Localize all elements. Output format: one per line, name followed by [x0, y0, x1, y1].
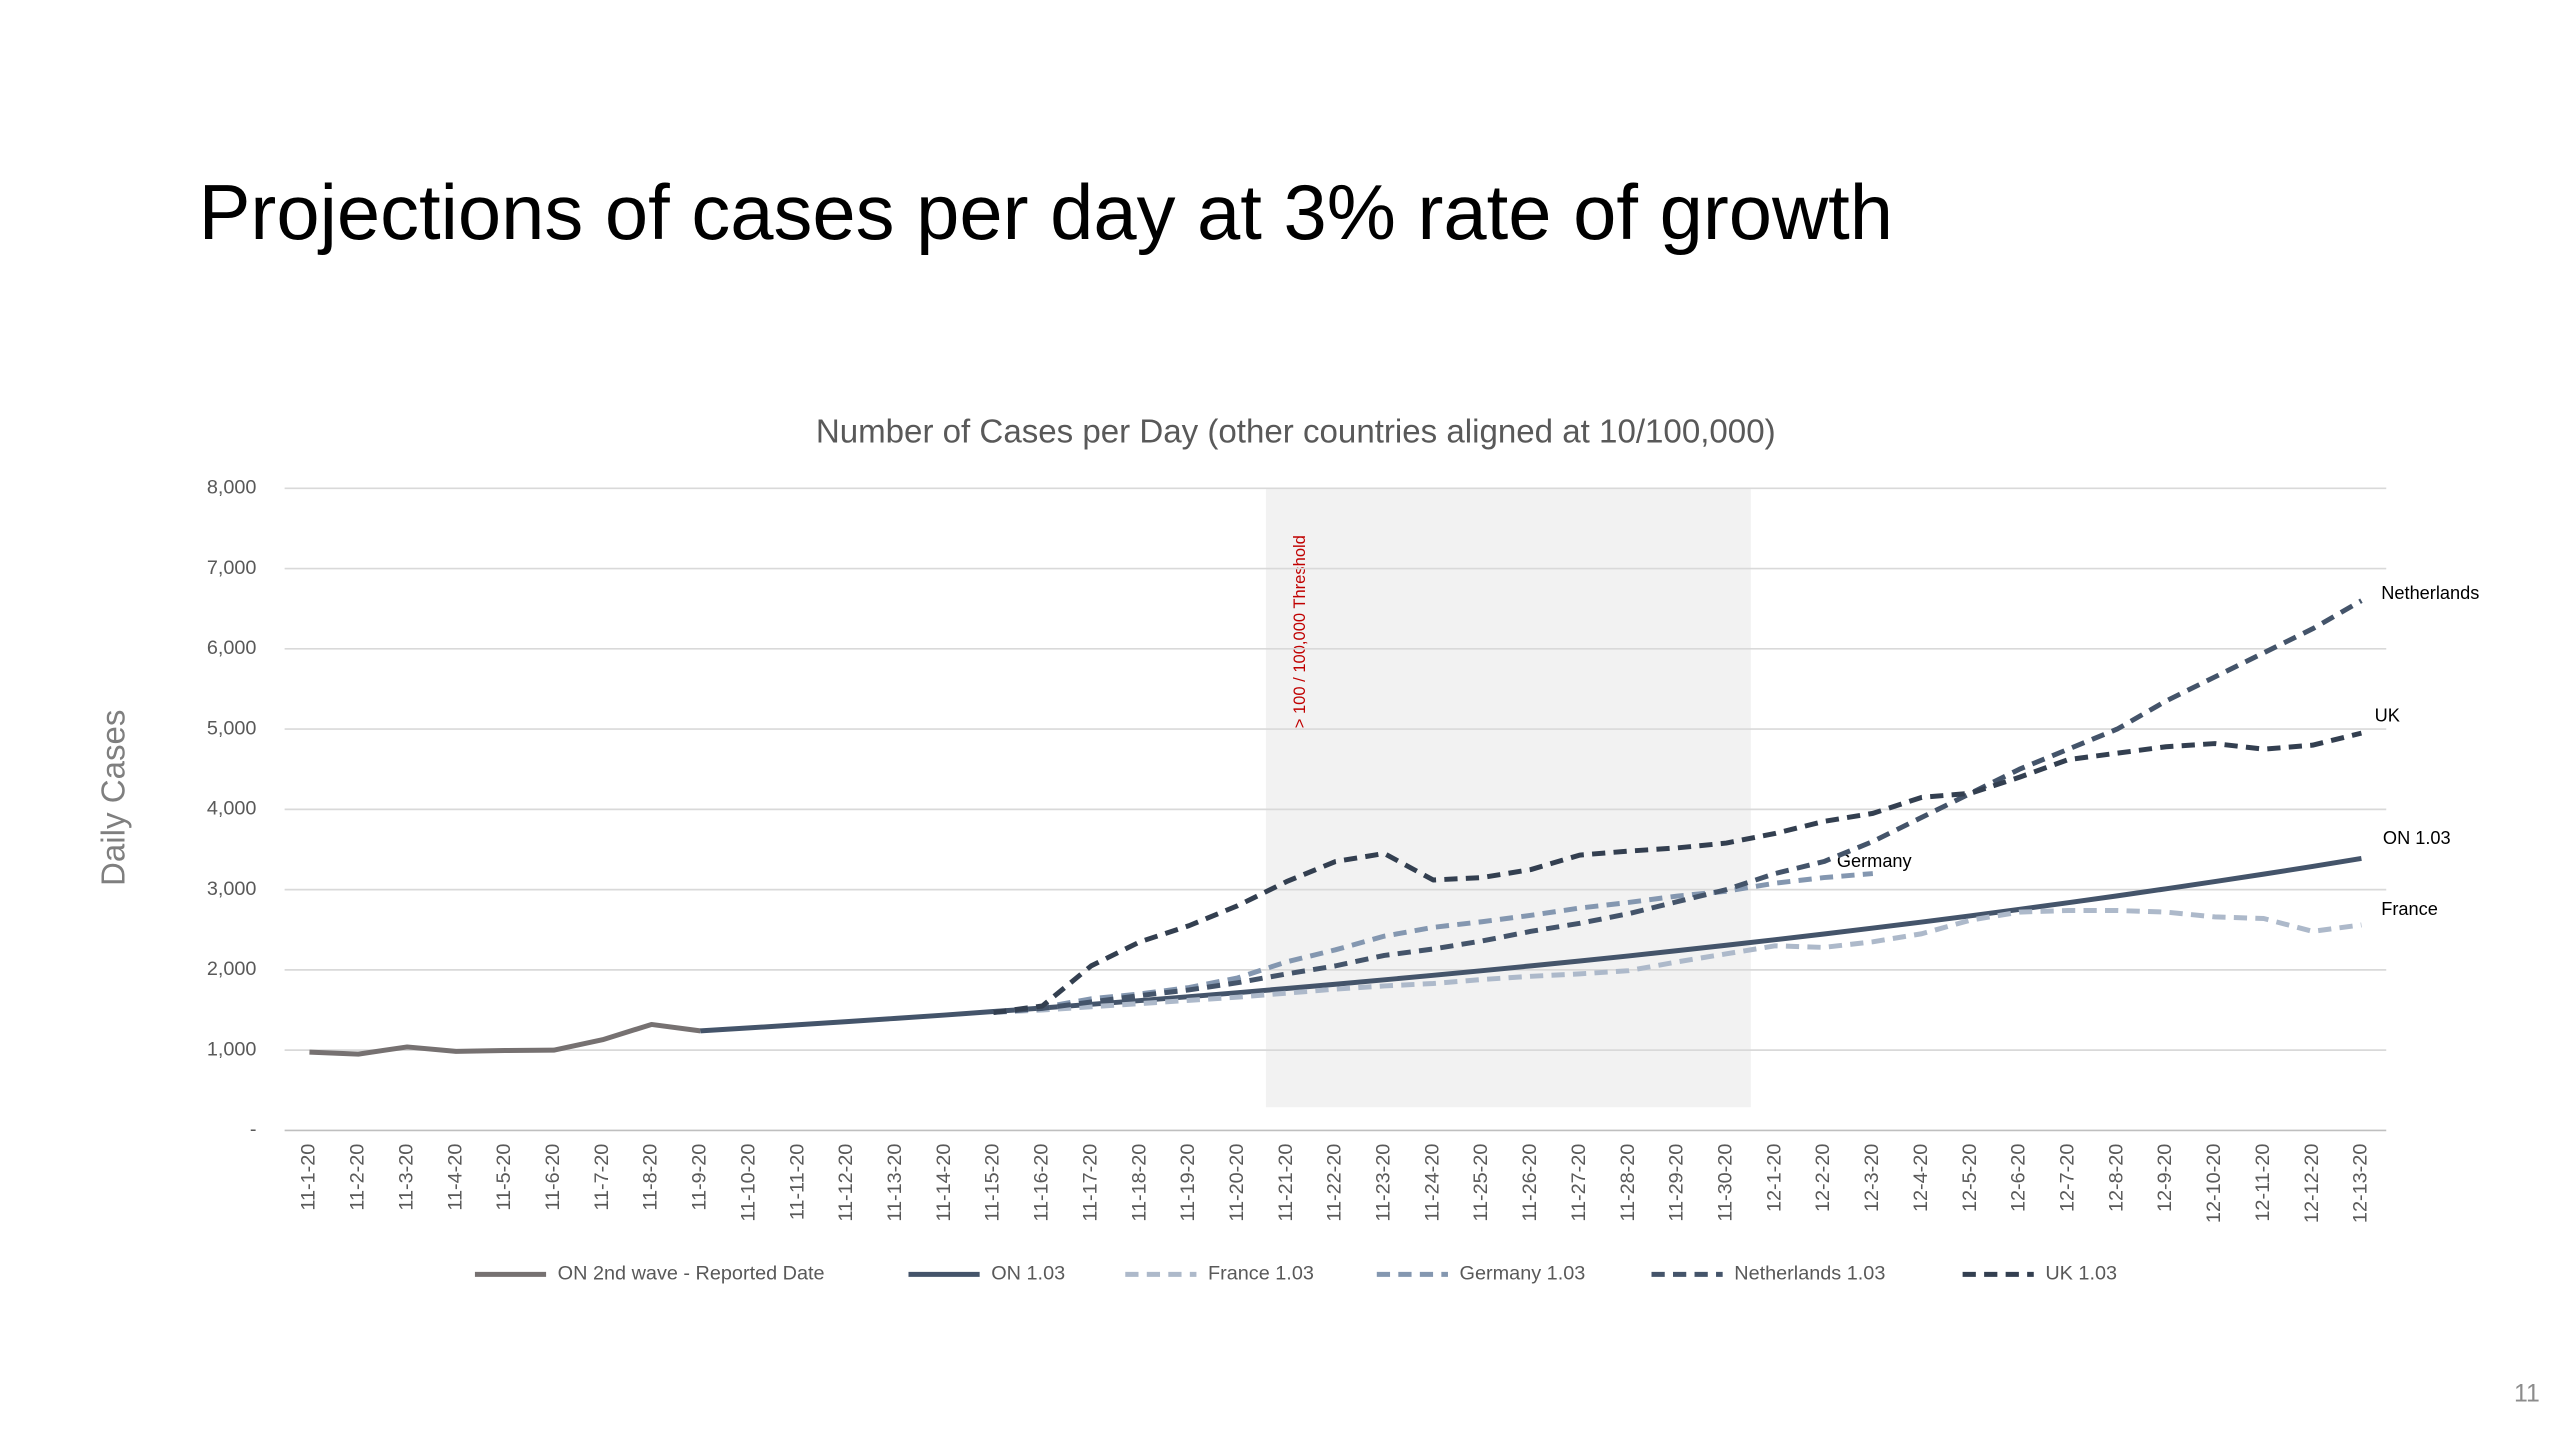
x-tick-label: 11-23-20 — [1373, 1144, 1395, 1222]
y-tick-label: 5,000 — [207, 717, 257, 739]
x-tick-label: 11-15-20 — [982, 1144, 1004, 1222]
annotation: ON 1.03 — [2383, 828, 2451, 848]
annotation: Netherlands — [2381, 583, 2479, 603]
annotation: France — [2381, 899, 2438, 919]
y-tick-label: 6,000 — [207, 637, 257, 659]
slide-title: Projections of cases per day at 3% rate … — [199, 170, 1893, 256]
threshold-label: > 100 / 100,000 Threshold — [1290, 535, 1309, 728]
x-tick-label: 11-27-20 — [1568, 1144, 1590, 1222]
x-tick-label: 12-4-20 — [1910, 1144, 1932, 1212]
series-line — [993, 598, 2363, 1015]
chart-title: Number of Cases per Day (other countries… — [816, 413, 1776, 450]
x-tick-label: 12-3-20 — [1861, 1144, 1883, 1212]
x-tick-label: 11-1-20 — [298, 1144, 320, 1211]
x-tick-label: 12-13-20 — [2350, 1144, 2372, 1223]
x-tick-label: 11-11-20 — [786, 1144, 808, 1221]
x-tick-label: 11-7-20 — [591, 1144, 613, 1211]
x-tick-label: 11-3-20 — [395, 1144, 417, 1211]
x-tick-label: 11-6-20 — [542, 1144, 564, 1211]
x-tick-label: 11-26-20 — [1519, 1144, 1541, 1222]
x-tick-label: 12-7-20 — [2057, 1144, 2079, 1212]
x-tick-label: 12-9-20 — [2154, 1144, 2176, 1212]
annotation: Germany — [1837, 851, 1913, 871]
x-tick-label: 11-18-20 — [1128, 1144, 1150, 1222]
x-tick-label: 11-29-20 — [1666, 1144, 1688, 1222]
x-tick-label: 11-20-20 — [1226, 1144, 1248, 1222]
y-axis-label: Daily Cases — [96, 710, 133, 886]
y-tick-label: 8,000 — [207, 477, 257, 499]
x-tick-label: 12-5-20 — [1959, 1144, 1981, 1212]
y-tick-label: 1,000 — [207, 1038, 257, 1060]
series-line — [993, 908, 2362, 1015]
x-tick-label: 11-28-20 — [1617, 1144, 1639, 1222]
x-tick-label: 11-12-20 — [835, 1144, 857, 1222]
x-tick-label: 11-10-20 — [737, 1144, 759, 1222]
y-tick-label: 3,000 — [207, 878, 257, 900]
x-tick-label: 11-19-20 — [1177, 1144, 1199, 1222]
legend-label: ON 2nd wave - Reported Date — [558, 1263, 825, 1285]
x-tick-label: 12-12-20 — [2301, 1144, 2323, 1223]
x-tick-label: 12-11-20 — [2252, 1144, 2274, 1222]
annotation: UK — [2375, 706, 2400, 726]
x-tick-label: 11-17-20 — [1079, 1144, 1101, 1222]
x-tick-label: 11-4-20 — [444, 1144, 466, 1211]
x-tick-label: 12-2-20 — [1812, 1144, 1834, 1212]
threshold-band — [1265, 488, 1751, 1108]
x-tick-label: 11-21-20 — [1275, 1144, 1297, 1222]
series-line — [309, 1021, 701, 1057]
page-number: 11 — [2514, 1381, 2540, 1408]
x-tick-label: 12-1-20 — [1763, 1144, 1785, 1212]
x-tick-label: 11-2-20 — [347, 1144, 369, 1211]
legend-label: Netherlands 1.03 — [1734, 1263, 1885, 1285]
y-tick-label: 2,000 — [207, 958, 257, 980]
x-tick-label: 11-24-20 — [1421, 1144, 1443, 1222]
x-tick-label: 11-25-20 — [1470, 1144, 1492, 1222]
x-tick-label: 11-13-20 — [884, 1144, 906, 1222]
x-tick-label: 11-8-20 — [640, 1144, 662, 1211]
legend-label: ON 1.03 — [991, 1263, 1065, 1285]
x-tick-label: 11-9-20 — [689, 1144, 711, 1211]
y-tick-label: 4,000 — [207, 798, 257, 820]
legend-label: France 1.03 — [1208, 1263, 1314, 1285]
x-tick-label: 11-30-20 — [1715, 1144, 1737, 1222]
x-tick-label: 11-5-20 — [493, 1144, 515, 1211]
legend-label: Germany 1.03 — [1460, 1263, 1586, 1285]
legend-label: UK 1.03 — [2045, 1263, 2117, 1285]
x-tick-label: 11-16-20 — [1031, 1144, 1053, 1222]
series-line — [700, 856, 2362, 1034]
y-tick-label: 7,000 — [207, 557, 257, 579]
x-tick-label: 12-6-20 — [2008, 1144, 2030, 1212]
y-tick-label: - — [250, 1119, 257, 1141]
x-tick-label: 11-22-20 — [1324, 1144, 1346, 1222]
x-tick-label: 12-10-20 — [2203, 1144, 2225, 1223]
x-tick-label: 11-14-20 — [933, 1144, 955, 1222]
x-tick-label: 12-8-20 — [2105, 1144, 2127, 1212]
